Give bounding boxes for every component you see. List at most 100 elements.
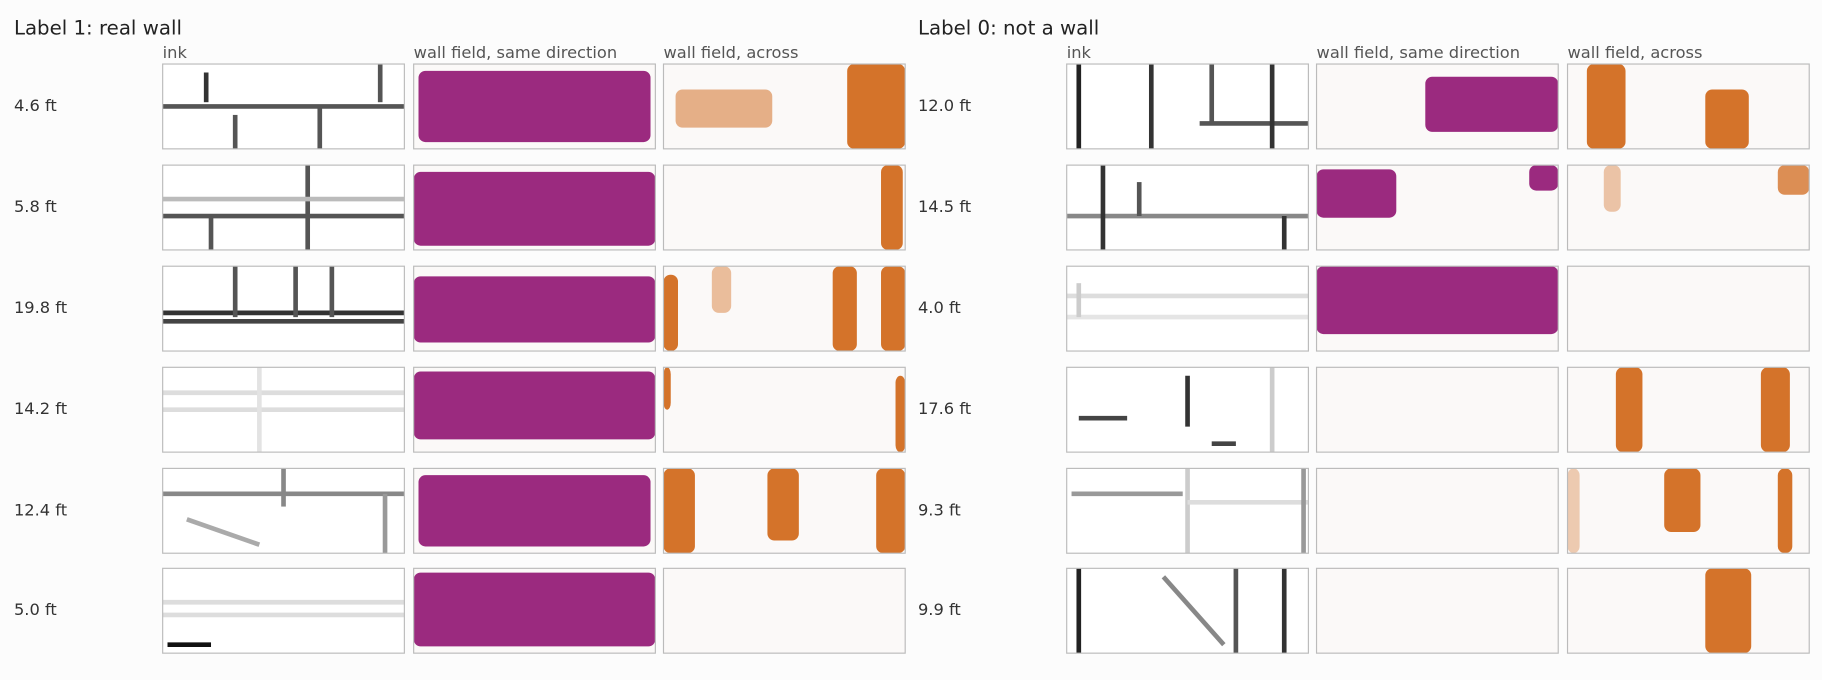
- thumbnail-bg: [162, 568, 405, 654]
- field-across: [876, 468, 906, 554]
- thumbnail-bg: [663, 568, 906, 654]
- field-across: [1777, 468, 1793, 554]
- row-label: 9.3 ft: [918, 500, 961, 519]
- field-across: [1567, 468, 1580, 554]
- thumbnail: [1066, 467, 1309, 554]
- column-header: wall field, same direction: [1317, 43, 1520, 62]
- field-across: [675, 89, 773, 128]
- thumbnail: [1566, 366, 1810, 453]
- thumbnail-bg: [1567, 266, 1810, 352]
- row-label: 4.0 ft: [918, 298, 961, 317]
- row-label: 12.4 ft: [14, 500, 67, 519]
- thumbnail-border: [662, 467, 906, 554]
- thumbnail-bg: [1316, 468, 1559, 554]
- field-across: [1705, 568, 1752, 654]
- thumbnail-border: [662, 567, 906, 654]
- thumbnail: [1315, 63, 1559, 150]
- field-across: [832, 266, 857, 352]
- panel-title: Label 1: real wall: [14, 17, 182, 40]
- thumbnail: [662, 265, 906, 352]
- thumbnail-border: [1066, 164, 1309, 251]
- thumbnail-bg: [1567, 568, 1810, 654]
- field-across: [663, 367, 671, 410]
- field-across: [847, 64, 906, 149]
- field-across: [1760, 367, 1790, 453]
- thumbnail: [162, 63, 405, 150]
- field-across: [1586, 64, 1626, 149]
- field-same: [418, 475, 651, 547]
- thumbnail: [1315, 567, 1559, 654]
- thumbnail-border: [162, 567, 405, 654]
- thumbnail: [1315, 366, 1559, 453]
- field-same: [1425, 76, 1559, 132]
- thumbnail-bg: [1066, 568, 1309, 654]
- thumbnail-border: [1315, 164, 1559, 251]
- row-label: 12.0 ft: [918, 96, 971, 115]
- panel-title: Label 0: not a wall: [918, 17, 1099, 40]
- row-label: 4.6 ft: [14, 96, 57, 115]
- thumbnail: [662, 567, 906, 654]
- thumbnail: [162, 567, 405, 654]
- field-across: [881, 165, 903, 250]
- thumbnail: [162, 265, 405, 352]
- thumbnail-bg: [663, 367, 906, 453]
- thumbnail: [1315, 467, 1559, 554]
- field-across: [1603, 165, 1621, 212]
- thumbnail-border: [662, 265, 906, 352]
- column-header: wall field, across: [663, 43, 798, 62]
- row-label: 14.2 ft: [14, 399, 67, 418]
- thumbnail-border: [162, 467, 405, 554]
- field-same: [413, 276, 656, 343]
- thumbnail: [1566, 567, 1810, 654]
- thumbnail: [162, 164, 405, 251]
- field-across: [1615, 367, 1643, 453]
- field-across: [1777, 165, 1810, 195]
- thumbnail: [413, 366, 656, 453]
- ink-stroke: [1161, 575, 1226, 647]
- thumbnail-border: [1566, 63, 1810, 150]
- field-across: [663, 274, 678, 352]
- row-label: 9.9 ft: [918, 600, 961, 619]
- row-label: 19.8 ft: [14, 298, 67, 317]
- thumbnail-border: [1315, 265, 1559, 352]
- ink-stroke: [186, 517, 261, 547]
- thumbnail: [1066, 265, 1309, 352]
- column-header: wall field, same direction: [414, 43, 617, 62]
- row-label: 14.5 ft: [918, 197, 971, 216]
- field-same: [418, 70, 651, 143]
- field-same: [413, 371, 656, 440]
- thumbnail-bg: [1567, 165, 1810, 250]
- field-same: [1316, 169, 1397, 218]
- thumbnail-border: [1566, 265, 1810, 352]
- thumbnail: [162, 366, 405, 453]
- thumbnail: [413, 164, 656, 251]
- thumbnail-border: [413, 366, 656, 453]
- thumbnail-border: [413, 164, 656, 251]
- thumbnail-bg: [162, 266, 405, 352]
- thumbnail: [662, 164, 906, 251]
- thumbnail-border: [1066, 63, 1309, 150]
- thumbnail-border: [413, 567, 656, 654]
- field-across: [895, 375, 906, 453]
- thumbnail-border: [1315, 366, 1559, 453]
- thumbnail-border: [162, 366, 405, 453]
- thumbnail-border: [1066, 467, 1309, 554]
- column-header: ink: [163, 43, 188, 62]
- thumbnail: [662, 366, 906, 453]
- thumbnail-border: [162, 63, 405, 150]
- thumbnail-border: [662, 366, 906, 453]
- field-same: [413, 171, 656, 246]
- thumbnail: [1066, 567, 1309, 654]
- thumbnail-border: [413, 467, 656, 554]
- thumbnail: [162, 467, 405, 554]
- field-same: [413, 572, 656, 647]
- column-header: ink: [1067, 43, 1092, 62]
- thumbnail: [1315, 265, 1559, 352]
- thumbnail-bg: [663, 266, 906, 352]
- thumbnail: [1566, 265, 1810, 352]
- thumbnail: [1066, 164, 1309, 251]
- thumbnail-border: [1566, 164, 1810, 251]
- row-label: 5.0 ft: [14, 600, 57, 619]
- thumbnail-bg: [1066, 64, 1309, 149]
